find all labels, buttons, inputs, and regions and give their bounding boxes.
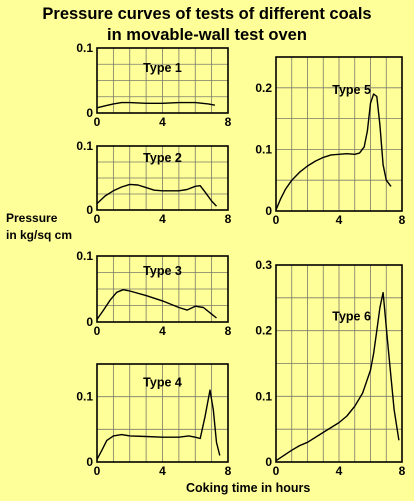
plot-frame — [96, 255, 229, 323]
pressure-curve — [275, 291, 400, 462]
plot-frame — [96, 145, 229, 211]
plot-frame — [96, 47, 229, 114]
x-tick-label: 8 — [225, 212, 232, 226]
chart-panel-5: 0 4 8 0 0.1 0.2 Type 5 — [255, 56, 406, 227]
y-tick-label: 0.1 — [76, 249, 93, 263]
y-tick-label: 0.1 — [255, 389, 272, 403]
y-axis-label-line1: Pressure — [6, 211, 58, 225]
pressure-curve — [96, 389, 221, 460]
x-axis-label: Coking time in hours — [186, 481, 311, 495]
panel-title: Type 1 — [143, 61, 182, 75]
y-tick-label: 0.2 — [255, 324, 272, 338]
chart-title-line2: in movable-wall test oven — [107, 26, 307, 44]
x-tick-label: 0 — [94, 324, 101, 338]
x-tick-label: 8 — [225, 324, 232, 338]
plot-frame — [275, 264, 403, 463]
y-axis-label: Pressure in kg/sq cm — [6, 210, 72, 244]
plot-frame — [96, 363, 229, 463]
y-tick-label: 0 — [265, 455, 272, 469]
x-tick-label: 4 — [159, 324, 166, 338]
chart-title: Pressure curves of tests of different co… — [0, 4, 414, 46]
y-tick-label: 0.1 — [255, 142, 272, 156]
y-tick-label: 0 — [86, 455, 93, 469]
panel-title: Type 5 — [332, 83, 371, 97]
panel-title: Type 4 — [143, 376, 182, 390]
pressure-curve — [96, 183, 218, 207]
pressure-curve — [275, 93, 392, 211]
panel-title: Type 6 — [332, 309, 371, 323]
x-tick-label: 8 — [399, 213, 406, 227]
x-tick-label: 4 — [336, 213, 343, 227]
y-tick-label: 0.1 — [76, 41, 93, 55]
pressure-curve — [96, 289, 217, 320]
chart-panel-6: 0 4 8 0 0.1 0.2 0.3 Type 6 — [255, 258, 405, 478]
y-axis-label-line2: in kg/sq cm — [6, 228, 73, 242]
x-tick-label: 4 — [159, 115, 166, 129]
chart-panel-4: 0 4 8 0 0.1 Type 4 — [76, 363, 232, 478]
x-tick-label: 0 — [273, 213, 280, 227]
x-tick-label: 0 — [94, 464, 101, 478]
y-tick-label: 0.1 — [76, 139, 93, 153]
chart-panel-2: 0 4 8 0 0.1 Type 2 — [76, 139, 231, 226]
y-tick-label: 0 — [265, 204, 272, 218]
x-tick-label: 4 — [159, 464, 166, 478]
x-tick-label: 0 — [94, 212, 101, 226]
pressure-curve — [96, 101, 216, 109]
y-tick-label: 0.1 — [76, 390, 93, 404]
x-tick-label: 8 — [225, 115, 232, 129]
chart-title-line1: Pressure curves of tests of different co… — [42, 5, 372, 23]
y-tick-label: 0.3 — [255, 258, 272, 272]
x-tick-label: 8 — [399, 464, 406, 478]
panel-title: Type 2 — [143, 151, 182, 165]
y-tick-label: 0 — [86, 315, 93, 329]
y-tick-label: 0 — [86, 106, 93, 120]
y-tick-label: 0 — [86, 203, 93, 217]
chart-panel-3: 0 4 8 0 0.1 Type 3 — [76, 249, 231, 338]
x-tick-label: 4 — [336, 464, 343, 478]
y-tick-label: 0.2 — [255, 81, 272, 95]
x-tick-label: 0 — [94, 115, 101, 129]
plot-frame — [275, 56, 403, 212]
chart-panel-1: 0 4 8 0 0.1 Type 1 — [76, 41, 231, 129]
x-tick-label: 4 — [159, 212, 166, 226]
panel-title: Type 3 — [143, 264, 182, 278]
x-tick-label: 8 — [225, 464, 232, 478]
x-tick-label: 0 — [273, 464, 280, 478]
